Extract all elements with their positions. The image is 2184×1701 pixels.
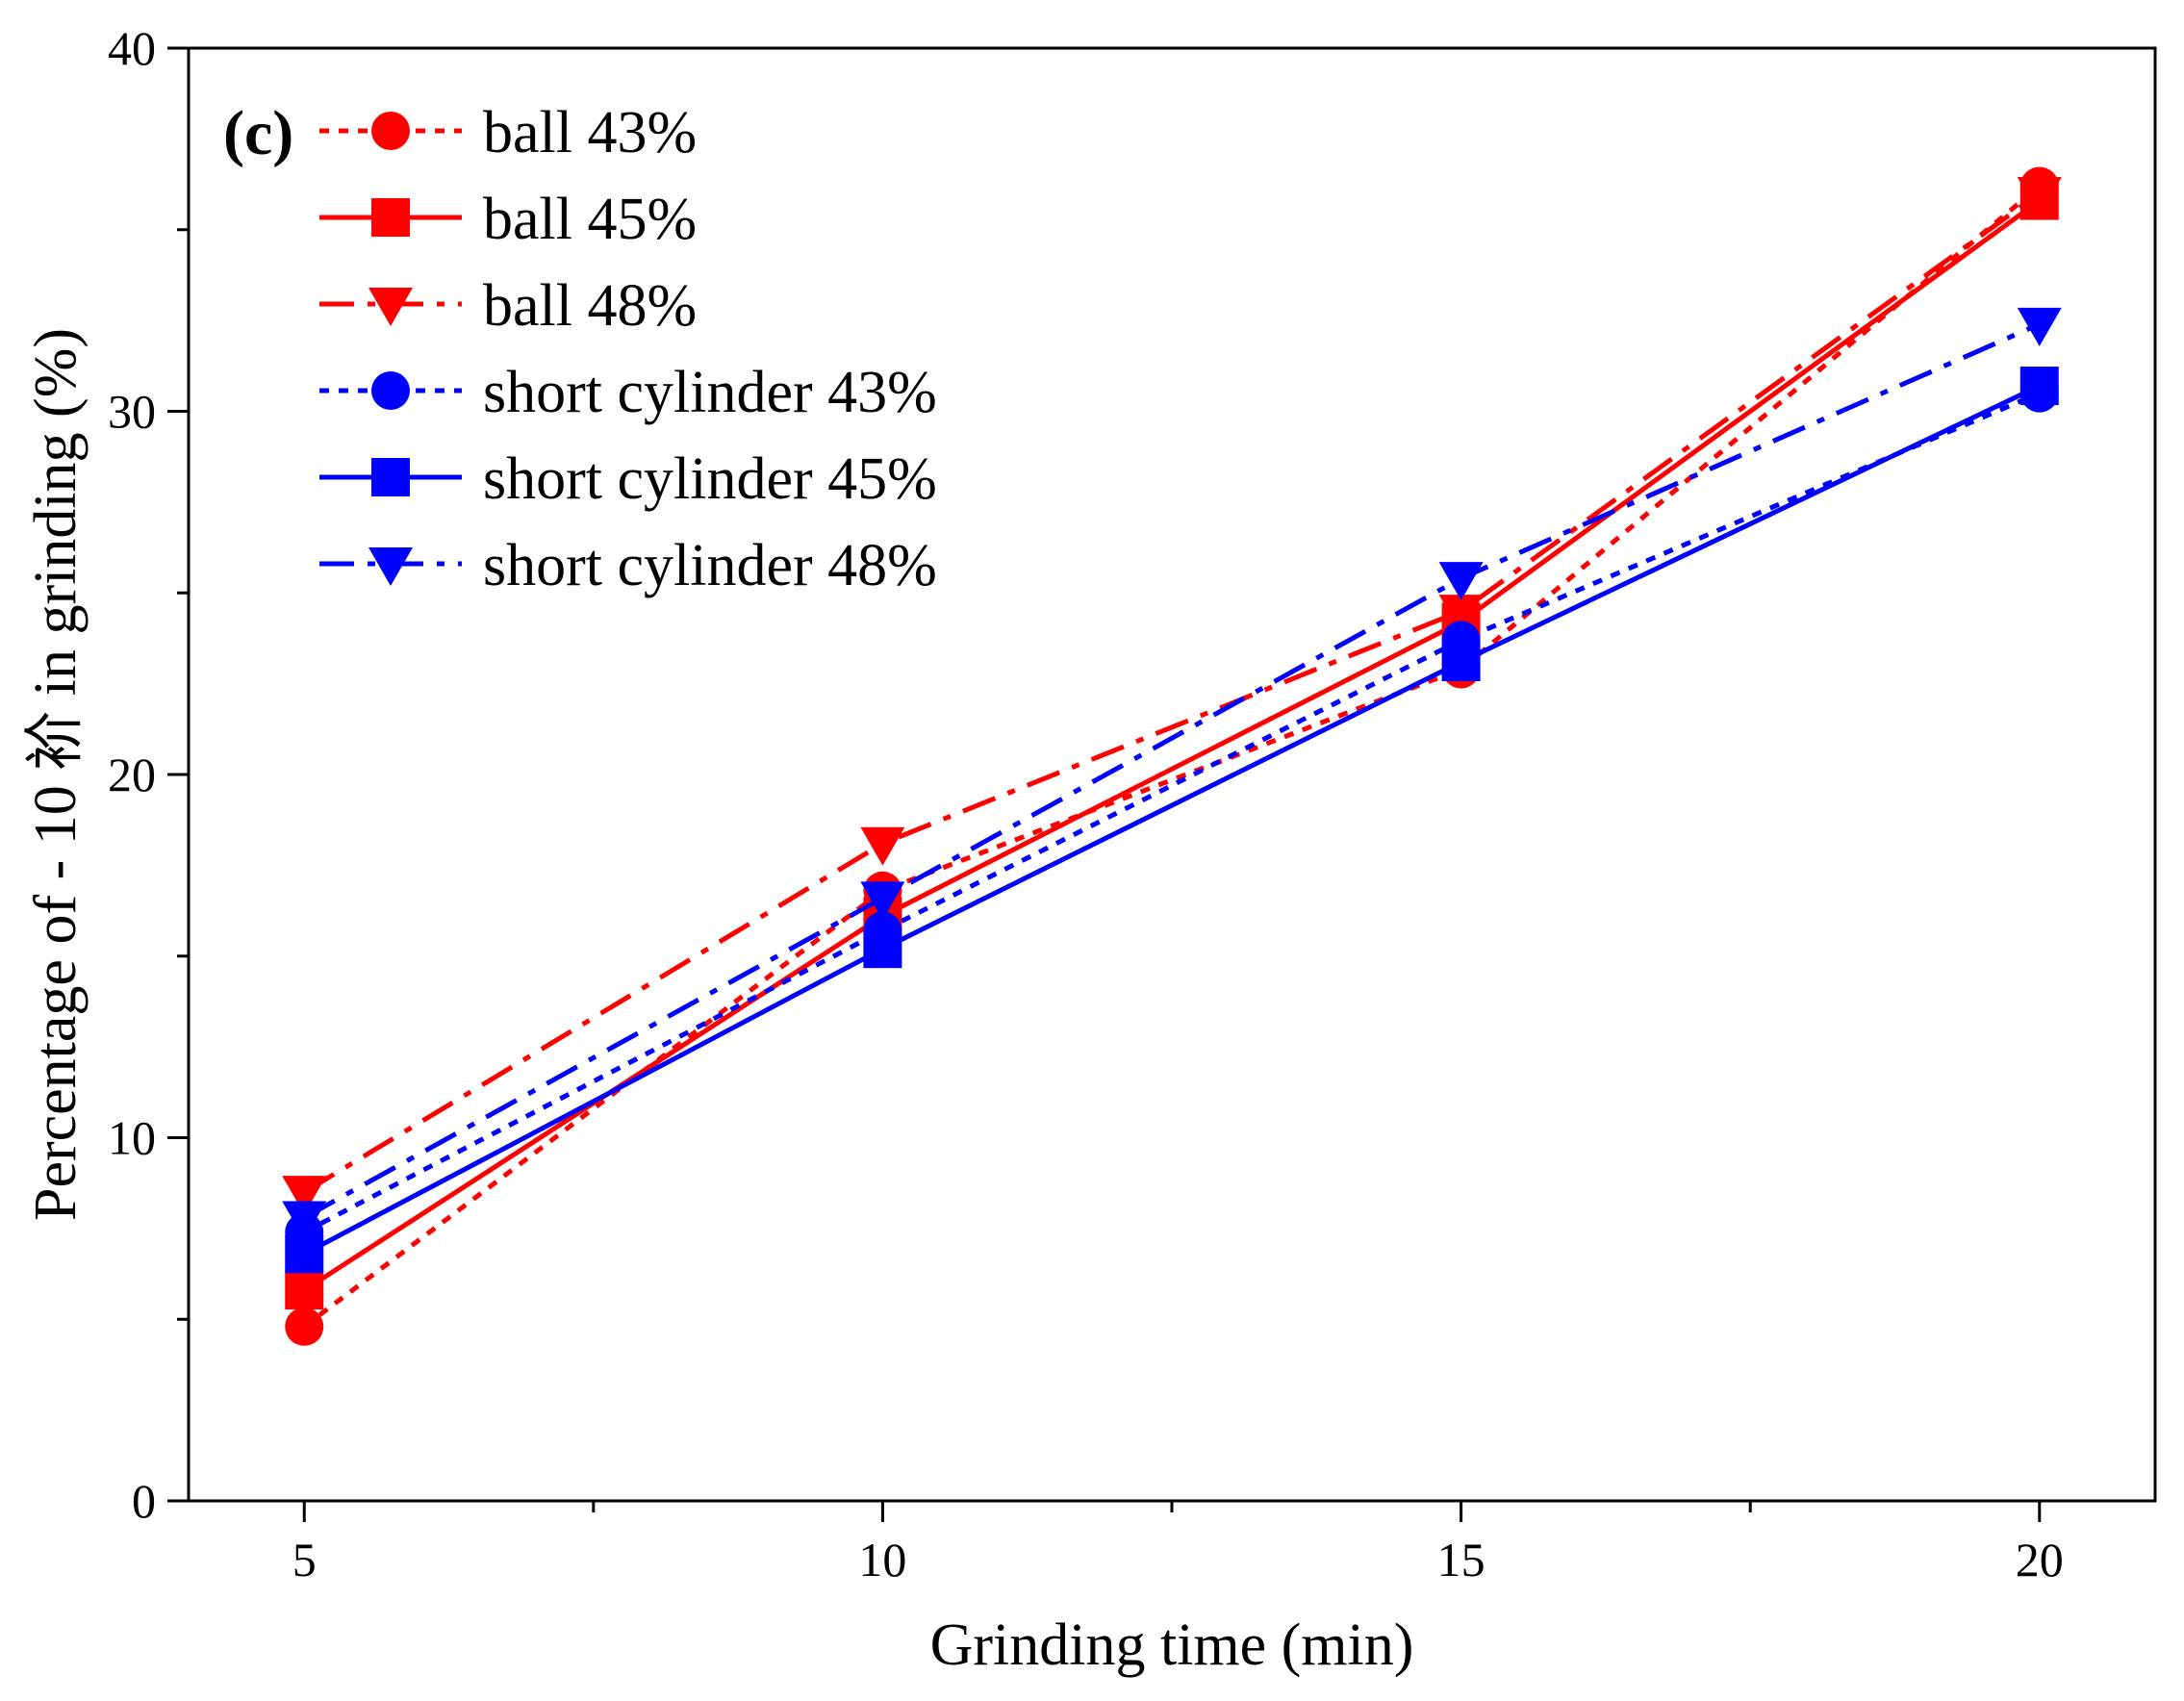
legend-label: short cylinder 45%: [483, 446, 937, 512]
series-line: [303, 321, 2041, 1220]
tick-labels: 5 10 15 20 0 10 20 30 40: [108, 21, 2064, 1587]
series-ball-43-: [285, 166, 2059, 1346]
legend-marker: [368, 547, 413, 586]
legend-item: short cylinder 48%: [319, 533, 937, 598]
x-tick-label: 20: [2016, 1533, 2064, 1587]
series-line: [303, 383, 2041, 1257]
series-line: [302, 184, 2042, 1329]
data-point: [1441, 642, 1481, 681]
data-point: [860, 826, 905, 866]
data-point: [2017, 307, 2062, 346]
series-line: [303, 391, 2041, 1234]
data-point: [1438, 562, 1484, 601]
legend-marker: [371, 112, 410, 150]
y-tick-label: 0: [132, 1474, 156, 1528]
series-ball-48-: [282, 177, 2062, 1215]
legend-label: ball 45%: [483, 187, 697, 252]
legend-label: ball 48%: [483, 273, 697, 339]
y-tick-label: 10: [108, 1111, 156, 1165]
y-tick-label: 40: [108, 21, 156, 75]
panel-label: (c): [223, 98, 293, 168]
data-point: [285, 1234, 324, 1274]
tick-marks: [167, 46, 2042, 1522]
legend-item: short cylinder 45%: [319, 446, 937, 512]
series-short-cylinder-45-: [285, 367, 2059, 1274]
data-point: [285, 1271, 324, 1310]
axes-frame: [187, 46, 2157, 1503]
series-layer: [282, 166, 2062, 1346]
legend-item: ball 45%: [319, 187, 697, 252]
y-axis-label: Percentage of - 10 衸 in grinding (%): [23, 328, 89, 1221]
data-point: [282, 1201, 327, 1240]
data-point: [2019, 367, 2059, 406]
data-point: [860, 881, 905, 921]
legend-item: ball 48%: [319, 273, 697, 339]
data-point: [863, 929, 902, 969]
x-tick-label: 15: [1437, 1533, 1486, 1587]
legend-label: ball 43%: [483, 100, 697, 165]
y-tick-label: 30: [108, 385, 156, 439]
legend-item: short cylinder 43%: [319, 360, 937, 425]
data-point: [1438, 595, 1484, 634]
legend-marker: [368, 288, 413, 326]
legend: (c) ball 43% ball 45% ball 48% short cylind…: [223, 98, 937, 598]
series-line: [302, 190, 2042, 1195]
x-axis-label: Grinding time (min): [930, 1612, 1414, 1678]
y-tick-label: 20: [108, 748, 156, 801]
legend-marker: [371, 198, 410, 237]
legend-item: ball 43%: [319, 100, 697, 165]
legend-marker: [371, 371, 410, 410]
data-point: [285, 1307, 324, 1346]
series-short-cylinder-48-: [282, 307, 2062, 1240]
legend-label: short cylinder 43%: [483, 360, 937, 425]
x-tick-label: 5: [292, 1533, 317, 1587]
legend-marker: [371, 458, 410, 496]
plot-frame: [187, 46, 2157, 1503]
x-tick-label: 10: [858, 1533, 906, 1587]
data-point: [282, 1176, 327, 1215]
data-point: [2017, 177, 2062, 216]
legend-label: short cylinder 48%: [483, 533, 937, 598]
